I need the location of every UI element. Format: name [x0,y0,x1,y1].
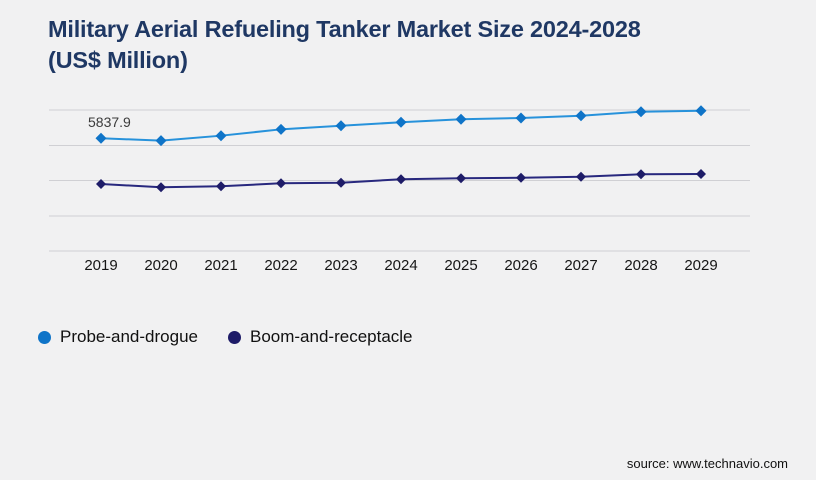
data-point-marker-probe-and-drogue [515,112,527,124]
data-point-marker-boom-and-receptacle [276,178,286,189]
legend-label-probe-and-drogue: Probe-and-drogue [60,327,198,346]
data-point-marker-boom-and-receptacle [696,169,706,180]
data-point-marker-boom-and-receptacle [216,181,226,192]
legend-item-boom-and-receptacle: Boom-and-receptacle [227,327,413,347]
data-point-marker-probe-and-drogue [635,106,647,118]
x-axis-label: 2026 [504,257,537,274]
legend: Probe-and-drogue Boom-and-receptacle [38,327,413,347]
x-axis-label: 2024 [384,257,417,274]
data-point-marker-probe-and-drogue [95,132,107,144]
data-point-marker-boom-and-receptacle [516,172,526,183]
x-axis-label: 2021 [204,257,237,274]
data-point-marker-boom-and-receptacle [396,174,406,185]
data-point-marker-probe-and-drogue [575,110,587,122]
data-point-label: 5837.9 [88,114,131,130]
data-point-marker-probe-and-drogue [695,105,707,117]
data-point-marker-probe-and-drogue [395,116,407,128]
source-attribution: source: www.technavio.com [626,456,788,471]
data-point-marker-boom-and-receptacle [636,169,646,180]
x-axis-label: 2019 [84,257,117,274]
data-point-marker-probe-and-drogue [215,130,227,142]
x-axis-label: 2022 [264,257,297,274]
data-point-marker-boom-and-receptacle [576,171,586,182]
data-point-marker-probe-and-drogue [155,135,167,147]
data-point-marker-boom-and-receptacle [456,173,466,184]
x-axis-label: 2025 [444,257,477,274]
probe-and-drogue-marker-icon [38,330,51,344]
x-axis-label: 2029 [684,257,717,274]
boom-and-receptacle-marker-icon [227,330,241,344]
x-axis-label: 2023 [324,257,357,274]
data-point-marker-boom-and-receptacle [336,177,346,188]
data-point-marker-probe-and-drogue [275,123,287,135]
x-axis-label: 2020 [144,257,177,274]
data-point-marker-boom-and-receptacle [156,182,166,193]
x-axis-label: 2028 [624,257,657,274]
data-point-marker-probe-and-drogue [335,120,347,132]
data-point-marker-boom-and-receptacle [96,178,106,189]
chart-title: Military Aerial Refueling Tanker Market … [48,16,641,73]
legend-item-probe-and-drogue: Probe-and-drogue [38,327,198,347]
legend-label-boom-and-receptacle: Boom-and-receptacle [249,327,413,346]
x-axis-label: 2027 [564,257,597,274]
data-point-marker-probe-and-drogue [455,113,467,125]
